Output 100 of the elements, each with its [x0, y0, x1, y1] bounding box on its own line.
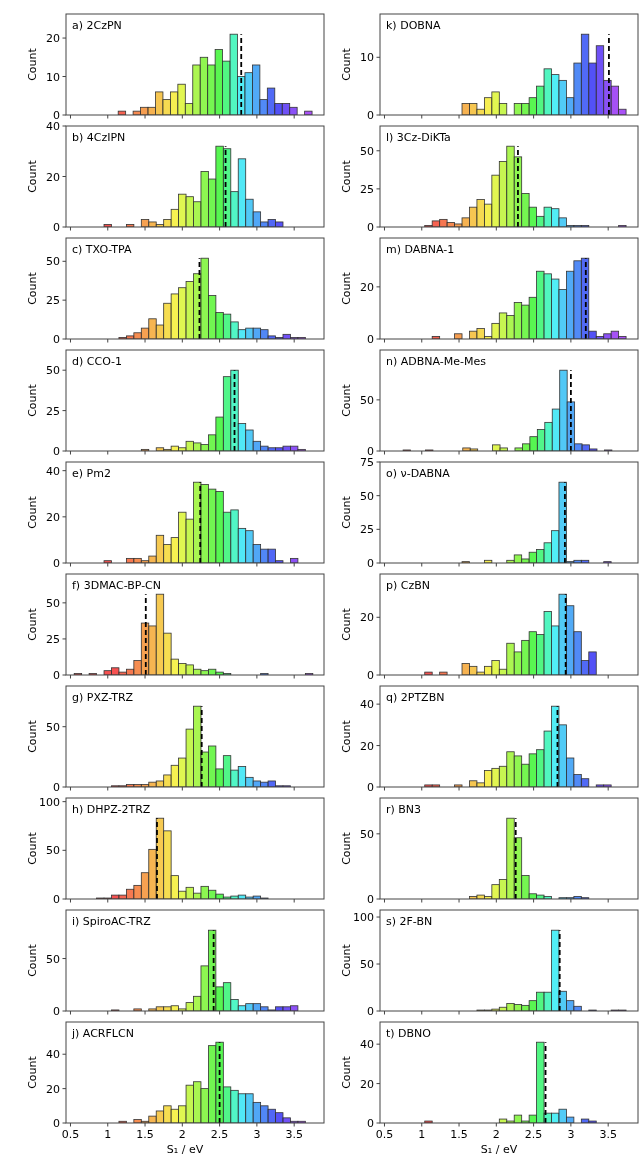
y-tick-label: 50 — [46, 952, 60, 966]
x-tick-label: 3.5 — [599, 1128, 617, 1141]
y-axis-title: Count — [340, 831, 353, 865]
y-axis-title: Count — [340, 47, 353, 81]
text: t) DBNO — [386, 1027, 432, 1040]
text: o) ν-DABNA — [386, 467, 451, 480]
y-tick-label: 100 — [353, 911, 374, 925]
y-tick-label: 0 — [367, 1117, 374, 1130]
y-axis-title: Count — [26, 943, 39, 977]
y-tick-label: 0 — [367, 893, 374, 906]
x-tick-label: 2 — [178, 1128, 186, 1141]
y-tick-label: 100 — [39, 795, 60, 809]
y-tick-label: 25 — [360, 523, 374, 537]
y-tick-label: 0 — [367, 333, 374, 346]
y-tick-label: 20 — [46, 32, 60, 46]
text: e) Pm2 — [72, 467, 111, 480]
y-tick-label: 20 — [46, 510, 60, 524]
y-tick-label: 50 — [360, 489, 374, 503]
y-tick-label: 75 — [360, 456, 374, 469]
y-tick-label: 50 — [46, 844, 60, 858]
y-axis-title: Count — [340, 159, 353, 193]
y-tick-label: 0 — [367, 557, 374, 570]
y-tick-label: 0 — [53, 221, 60, 234]
text: i) SpiroAC-TRZ — [72, 915, 152, 928]
y-axis-title: Count — [340, 607, 353, 641]
y-tick-label: 0 — [367, 669, 374, 682]
y-tick-label: 20 — [46, 1082, 60, 1096]
y-axis-title: Count — [340, 383, 353, 417]
y-axis-title: Count — [340, 1055, 353, 1089]
x-tick-label: 3.5 — [285, 1128, 303, 1141]
text: l) 3Cz-DiKTa — [386, 131, 451, 144]
y-tick-label: 0 — [367, 1005, 374, 1018]
x-axis-title: S₁ / eV — [480, 1143, 518, 1156]
y-axis-title: Count — [26, 1055, 39, 1089]
y-tick-label: 20 — [360, 1077, 374, 1091]
y-tick-label: 40 — [360, 698, 374, 712]
text: p) CzBN — [386, 579, 430, 592]
text: g) PXZ-TRZ — [72, 691, 134, 704]
y-tick-label: 40 — [46, 464, 60, 478]
y-tick-label: 0 — [367, 445, 374, 458]
text: q) 2PTZBN — [386, 691, 445, 704]
y-tick-label: 25 — [46, 294, 60, 308]
y-tick-label: 20 — [360, 611, 374, 625]
y-tick-label: 50 — [46, 596, 60, 610]
y-tick-label: 25 — [360, 182, 374, 196]
y-tick-label: 40 — [360, 1038, 374, 1052]
y-tick-label: 40 — [46, 120, 60, 133]
y-tick-label: 50 — [46, 364, 60, 378]
y-axis-title: Count — [26, 607, 39, 641]
y-axis-title: Count — [340, 719, 353, 753]
text: k) DOBNA — [386, 19, 442, 32]
y-tick-label: 0 — [53, 333, 60, 346]
y-tick-label: 20 — [46, 170, 60, 184]
text: d) CCO-1 — [72, 355, 123, 368]
y-tick-label: 10 — [360, 51, 374, 65]
y-axis-title: Count — [26, 383, 39, 417]
y-tick-label: 50 — [360, 827, 374, 841]
y-tick-label: 0 — [53, 1005, 60, 1018]
y-tick-label: 20 — [360, 739, 374, 753]
y-tick-label: 0 — [53, 893, 60, 906]
y-tick-label: 50 — [360, 393, 374, 407]
x-tick-label: 1 — [418, 1128, 426, 1141]
y-axis-title: Count — [26, 831, 39, 865]
y-axis-title: Count — [340, 943, 353, 977]
y-tick-label: 0 — [367, 221, 374, 234]
x-tick-label: 0.5 — [61, 1128, 80, 1141]
y-tick-label: 50 — [360, 958, 374, 972]
text: a) 2CzPN — [72, 19, 122, 32]
y-tick-label: 0 — [53, 445, 60, 458]
text: n) ADBNA-Me-Mes — [386, 355, 487, 368]
y-tick-label: 50 — [46, 255, 60, 269]
y-tick-label: 10 — [46, 70, 60, 84]
y-tick-label: 0 — [53, 557, 60, 570]
y-axis-title: Count — [340, 271, 353, 305]
text: c) TXO-TPA — [72, 243, 132, 256]
y-tick-label: 25 — [46, 404, 60, 418]
x-tick-label: 2.5 — [210, 1128, 229, 1141]
y-tick-label: 25 — [46, 632, 60, 646]
y-tick-label: 50 — [46, 720, 60, 734]
y-tick-label: 0 — [53, 781, 60, 794]
y-tick-label: 0 — [53, 109, 60, 122]
x-tick-label: 1.5 — [450, 1128, 468, 1141]
y-axis-title: Count — [340, 495, 353, 529]
y-tick-label: 0 — [367, 781, 374, 794]
text: h) DHPZ-2TRZ — [72, 803, 151, 816]
y-tick-label: 40 — [46, 1048, 60, 1062]
y-axis-title: Count — [26, 47, 39, 81]
x-tick-label: 3 — [253, 1128, 261, 1141]
x-axis-title: S₁ / eV — [166, 1143, 204, 1156]
text: r) BN3 — [386, 803, 422, 816]
y-tick-label: 0 — [367, 109, 374, 122]
y-axis-title: Count — [26, 719, 39, 753]
x-tick-label: 3 — [567, 1128, 575, 1141]
text: s) 2F-BN — [386, 915, 433, 928]
y-tick-label: 50 — [360, 144, 374, 158]
y-tick-label: 0 — [53, 1117, 60, 1130]
y-axis-title: Count — [26, 495, 39, 529]
text: f) 3DMAC-BP-CN — [72, 579, 162, 592]
x-tick-label: 1.5 — [136, 1128, 154, 1141]
text: m) DABNA-1 — [386, 243, 455, 256]
